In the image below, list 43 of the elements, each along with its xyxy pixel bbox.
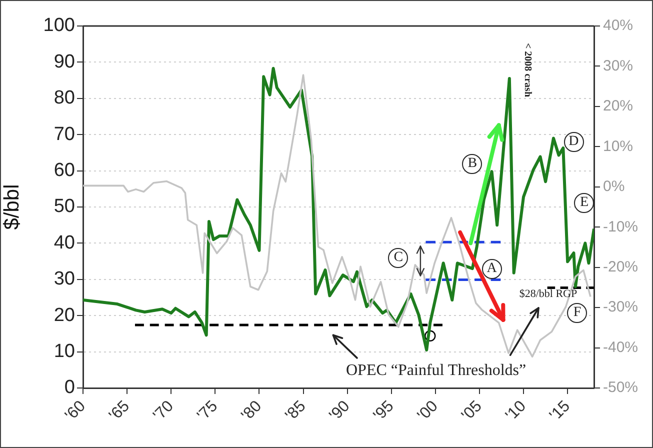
- y2-tick-label: 20%: [603, 98, 634, 115]
- x-tick-label: '80: [238, 398, 266, 424]
- annotation: C: [388, 248, 408, 268]
- y-tick-label: 30: [54, 268, 75, 290]
- y2-tick-label: 40%: [603, 17, 634, 34]
- y2-tick-label: -10%: [603, 218, 638, 236]
- annotation: < 2008 crash: [522, 42, 534, 98]
- annotation: $28/bbl RGP: [519, 288, 578, 300]
- x-tick-label: '60: [62, 398, 90, 424]
- y-tick-label: 90: [54, 51, 75, 72]
- y2-tick-label: 10%: [603, 138, 634, 155]
- y-tick-label: 20: [54, 304, 75, 326]
- annotation: F: [567, 303, 588, 324]
- x-tick-label: '10: [502, 398, 530, 424]
- x-tick-label: '05: [458, 398, 486, 424]
- x-tick-label: '95: [370, 398, 398, 424]
- y-tick-label: 100: [43, 15, 75, 36]
- x-tick-label: '70: [150, 398, 178, 424]
- x-tick-label: '90: [326, 398, 354, 424]
- x-tick-label: '15: [546, 398, 574, 424]
- y-tick-label: 40: [54, 232, 75, 254]
- y-axis-title: $/bbl: [0, 184, 24, 230]
- annotation: OPEC “Painful Thresholds”: [346, 362, 526, 379]
- y2-tick-label: 30%: [603, 57, 634, 74]
- y2-tick-label: -40%: [603, 338, 638, 356]
- annotation: E: [574, 193, 594, 214]
- y2-tick-label: -30%: [603, 298, 638, 316]
- y-tick-label: 80: [54, 88, 75, 109]
- x-tick-label: '65: [106, 398, 134, 424]
- y2-tick-label: 0%: [603, 178, 625, 196]
- x-tick-label: '85: [282, 398, 310, 424]
- y-tick-label: 70: [54, 124, 75, 145]
- x-tick-label: '75: [194, 398, 222, 424]
- annotation: D: [564, 132, 584, 152]
- y2-tick-label: -50%: [603, 379, 638, 396]
- y-tick-label: 10: [54, 341, 75, 362]
- annotation: A: [482, 258, 502, 279]
- y-tick-label: 60: [54, 160, 75, 182]
- y-tick-label: 0: [64, 377, 75, 398]
- annotation: B: [462, 154, 482, 174]
- x-tick-label: '00: [414, 398, 442, 424]
- y2-tick-label: -20%: [603, 258, 638, 276]
- y-tick-label: 50: [54, 196, 75, 218]
